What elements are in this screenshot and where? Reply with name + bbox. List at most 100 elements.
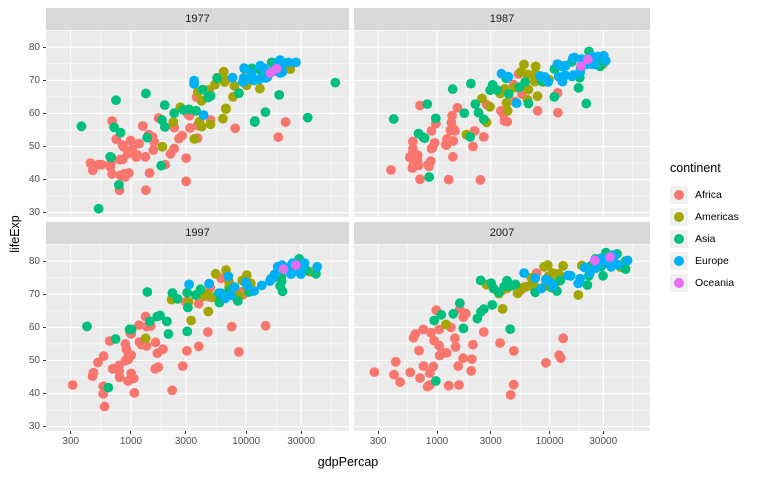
- data-point: [182, 326, 193, 337]
- data-point: [511, 98, 522, 108]
- data-point: [575, 273, 585, 284]
- legend-point-icon: [674, 234, 684, 244]
- legend: continent Africa Americas Asia Europe Oceani…: [670, 161, 739, 294]
- scatter-panel-2007: [354, 244, 650, 431]
- y-tick-mark: [43, 426, 46, 428]
- data-point: [465, 132, 476, 142]
- data-point: [405, 367, 416, 378]
- y-tick-label: 60: [28, 321, 40, 333]
- x-tick-label: 1000: [425, 436, 449, 447]
- data-point: [234, 88, 244, 99]
- legend-point-icon: [674, 278, 684, 288]
- data-point: [109, 122, 119, 133]
- data-point: [423, 159, 434, 170]
- data-point: [415, 373, 425, 383]
- data-point: [539, 261, 549, 272]
- data-point: [291, 57, 301, 68]
- data-point: [88, 367, 99, 378]
- data-point: [573, 290, 584, 300]
- x-tick-mark: [436, 431, 438, 434]
- data-point: [519, 59, 529, 70]
- data-point: [67, 380, 78, 390]
- data-point: [111, 95, 121, 106]
- data-point: [172, 294, 183, 304]
- data-point: [549, 92, 560, 102]
- data-point: [530, 61, 541, 72]
- data-point: [205, 91, 216, 101]
- facet-strip-1987: 1987: [354, 8, 650, 30]
- data-point: [508, 346, 519, 356]
- y-tick-label: 30: [28, 421, 40, 433]
- data-point: [496, 105, 506, 116]
- data-point: [255, 83, 265, 94]
- data-point: [220, 293, 231, 304]
- y-tick-mark: [43, 212, 46, 214]
- y-tick-mark: [43, 179, 46, 181]
- data-point: [473, 107, 484, 118]
- data-point: [156, 160, 167, 171]
- data-point: [419, 133, 430, 144]
- data-point: [273, 132, 284, 143]
- legend-title: continent: [670, 161, 721, 175]
- data-point: [150, 363, 161, 374]
- data-point: [265, 68, 276, 78]
- data-point: [430, 376, 441, 386]
- y-tick-mark: [43, 293, 46, 295]
- data-point: [87, 165, 98, 176]
- data-point: [475, 175, 486, 185]
- data-point: [274, 90, 285, 100]
- facet-strip-label: 1997: [185, 227, 210, 239]
- data-point: [554, 350, 564, 361]
- data-point: [441, 140, 452, 151]
- data-point: [426, 143, 437, 154]
- data-point: [583, 54, 593, 65]
- x-tick-label: 1000: [119, 436, 143, 447]
- y-tick-mark: [43, 393, 46, 395]
- x-tick-label: 300: [62, 436, 80, 447]
- data-point: [573, 83, 584, 93]
- data-point: [553, 107, 563, 118]
- data-point: [543, 77, 553, 87]
- data-point: [426, 126, 437, 136]
- data-point: [103, 382, 114, 393]
- x-tick-label: 3000: [174, 436, 198, 447]
- data-point: [582, 280, 593, 290]
- data-point: [163, 329, 174, 339]
- legend-label: Asia: [695, 233, 716, 245]
- data-point: [415, 100, 425, 111]
- data-point: [82, 321, 92, 332]
- data-point: [466, 78, 476, 89]
- data-point: [395, 377, 405, 387]
- y-tick-label: 70: [28, 74, 40, 86]
- data-point: [221, 104, 231, 114]
- data-point: [245, 73, 256, 84]
- y-tick-label: 70: [28, 288, 40, 300]
- data-point: [132, 150, 143, 160]
- data-point: [557, 61, 568, 72]
- y-tick-mark: [43, 79, 46, 81]
- data-point: [459, 108, 470, 118]
- x-tick-mark: [377, 431, 379, 434]
- data-point: [443, 380, 454, 391]
- series-oceania: [278, 260, 301, 275]
- data-point: [454, 298, 465, 309]
- data-point: [422, 99, 433, 109]
- x-tick-label: 10000: [232, 436, 261, 447]
- legend-key: [670, 252, 688, 270]
- data-point: [165, 148, 176, 159]
- data-point: [428, 361, 439, 372]
- data-point: [157, 141, 168, 152]
- y-tick-label: 60: [28, 107, 40, 119]
- data-point: [96, 159, 107, 170]
- y-tick-mark: [43, 326, 46, 328]
- data-point: [218, 113, 228, 124]
- data-point: [218, 66, 229, 77]
- data-point: [234, 347, 244, 357]
- x-tick-label: 3000: [479, 436, 502, 447]
- x-tick-label: 30000: [589, 436, 618, 447]
- data-point: [114, 366, 125, 376]
- legend-label: Europe: [695, 255, 729, 267]
- data-point: [242, 280, 252, 290]
- data-point: [204, 278, 215, 289]
- y-tick-label: 80: [28, 255, 40, 267]
